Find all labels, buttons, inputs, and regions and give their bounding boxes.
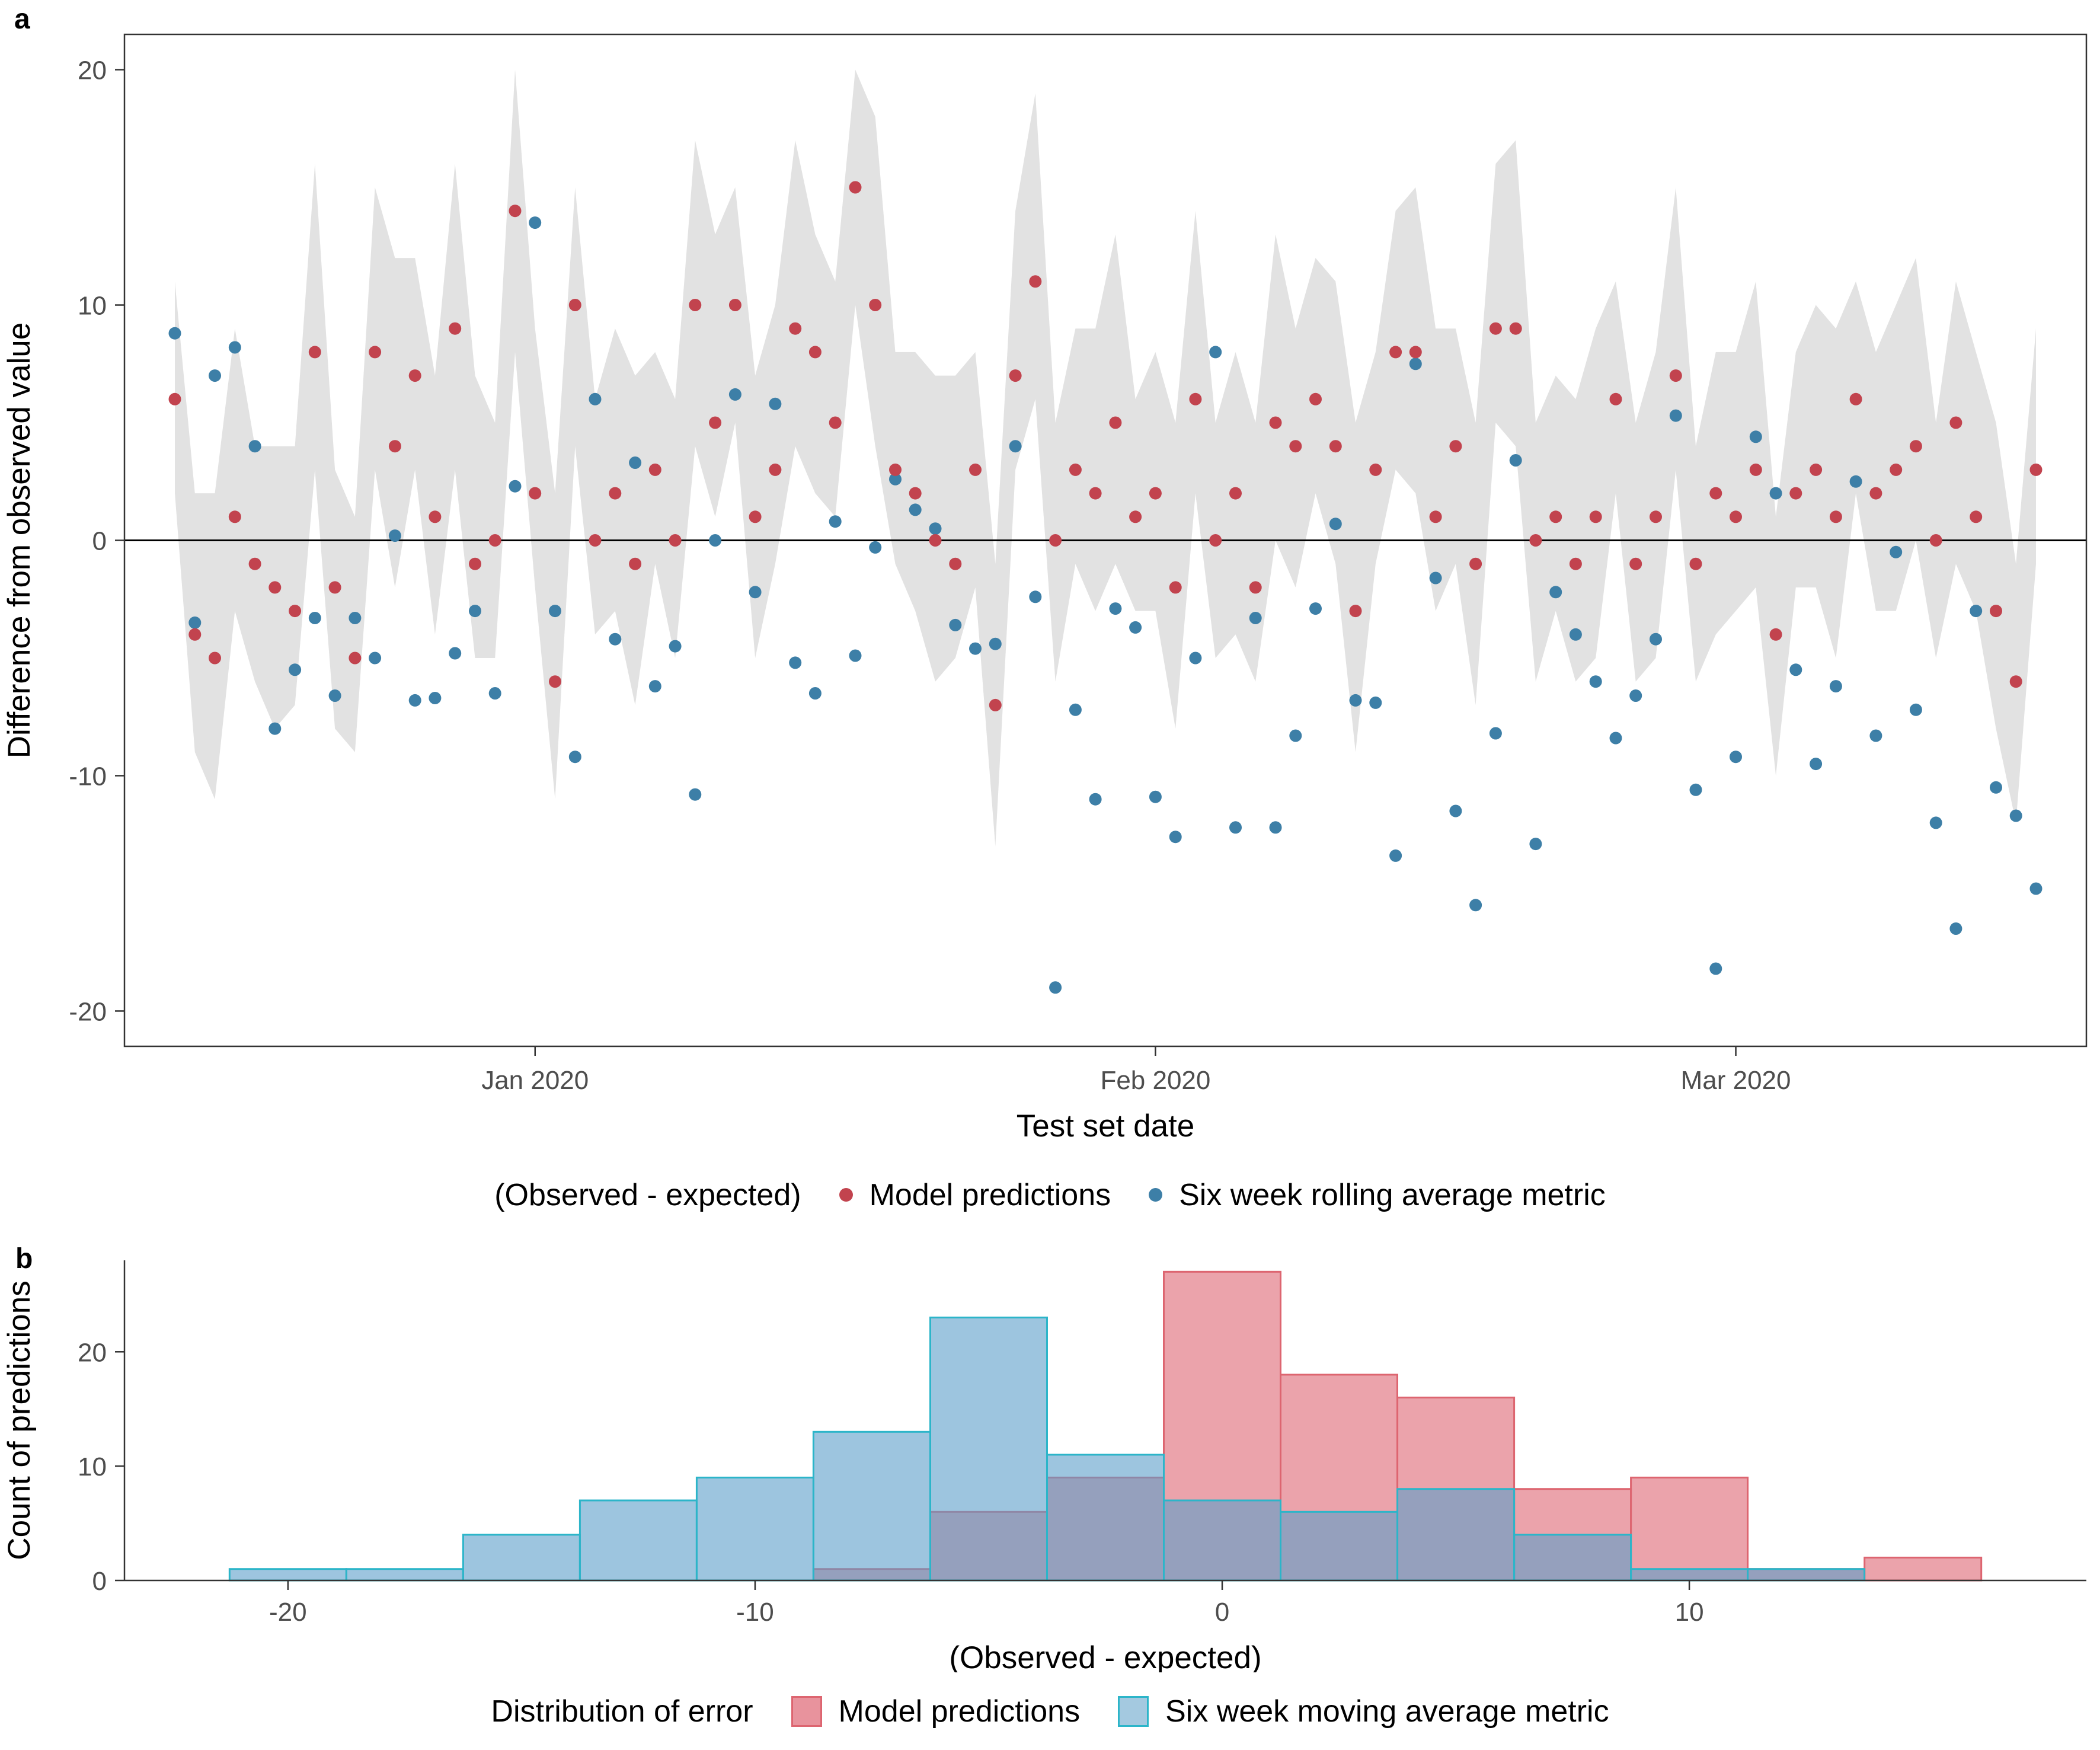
svg-text:10: 10 bbox=[1675, 1598, 1704, 1627]
svg-text:(Observed - expected): (Observed - expected) bbox=[949, 1640, 1261, 1672]
svg-text:20: 20 bbox=[78, 1338, 107, 1367]
svg-text:Test set date: Test set date bbox=[1017, 1109, 1195, 1144]
histogram-legend-label-model: Model predictions bbox=[838, 1694, 1081, 1729]
svg-text:10: 10 bbox=[78, 292, 107, 321]
histogram-legend-title: Distribution of error bbox=[491, 1694, 753, 1729]
svg-text:10: 10 bbox=[78, 1452, 107, 1481]
svg-text:0: 0 bbox=[92, 527, 107, 556]
svg-text:-20: -20 bbox=[269, 1598, 307, 1627]
svg-text:b: b bbox=[15, 1243, 33, 1275]
rolling-average-point-icon bbox=[1149, 1188, 1163, 1202]
histogram-chart-svg: 0 10 20 -20 -10 0 10 (Observed - expected) Count… bbox=[2, 1243, 2086, 1672]
svg-text:Feb 2020: Feb 2020 bbox=[1100, 1066, 1210, 1095]
svg-text:-10: -10 bbox=[736, 1598, 774, 1627]
svg-text:Difference from observed value: Difference from observed value bbox=[2, 322, 37, 759]
svg-text:Count of predictions: Count of predictions bbox=[2, 1280, 37, 1560]
model-predictions-point-icon bbox=[839, 1188, 853, 1202]
svg-text:a: a bbox=[14, 4, 30, 35]
svg-text:-10: -10 bbox=[69, 762, 107, 791]
histogram-legend-label-moving: Six week moving average metric bbox=[1165, 1694, 1609, 1729]
scatter-legend-label-rolling: Six week rolling average metric bbox=[1179, 1177, 1606, 1212]
scatter-legend: (Observed - expected) Model predictions … bbox=[0, 1156, 2100, 1234]
svg-text:Jan 2020: Jan 2020 bbox=[481, 1066, 589, 1095]
svg-text:Mar 2020: Mar 2020 bbox=[1681, 1066, 1791, 1095]
model-predictions-swatch-icon bbox=[791, 1695, 822, 1727]
histogram-legend-item-moving: Six week moving average metric bbox=[1118, 1694, 1609, 1729]
scatter-legend-title: (Observed - expected) bbox=[494, 1177, 801, 1212]
svg-text:-20: -20 bbox=[69, 997, 107, 1026]
moving-average-swatch-icon bbox=[1118, 1695, 1149, 1727]
scatter-chart-svg: -20 -10 0 10 20 Jan 2020 Feb 2020 Mar 2020 Test … bbox=[2, 4, 2088, 1144]
scatter-legend-item-model: Model predictions bbox=[839, 1177, 1111, 1213]
svg-text:20: 20 bbox=[78, 56, 107, 85]
scatter-legend-label-model: Model predictions bbox=[869, 1177, 1111, 1212]
histogram-legend-item-model: Model predictions bbox=[791, 1694, 1081, 1729]
scatter-legend-item-rolling: Six week rolling average metric bbox=[1149, 1177, 1606, 1213]
histogram-legend: Distribution of error Model predictions … bbox=[0, 1672, 2100, 1750]
svg-text:0: 0 bbox=[1215, 1598, 1229, 1627]
svg-text:0: 0 bbox=[92, 1567, 107, 1596]
